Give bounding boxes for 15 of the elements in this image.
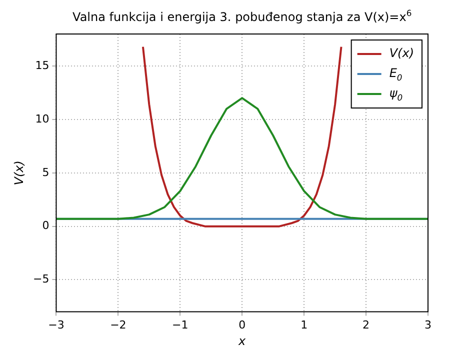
x-tick-label: −3 [48,318,64,332]
y-tick-label: 10 [35,112,50,126]
y-axis-title: V(x) [12,160,26,186]
x-tick-label: −2 [110,318,126,332]
y-tick-label: 5 [42,166,50,179]
legend-label: V(x) [389,46,414,60]
x-tick-label: 3 [424,318,432,332]
x-tick-label: 1 [300,318,308,332]
x-axis-title: x [238,334,247,348]
y-tick-label: 15 [35,58,50,72]
x-tick-label: −1 [172,318,188,332]
x-tick-label: 2 [362,318,370,332]
y-tick-label: 0 [42,219,50,232]
x-tick-label: 0 [238,318,246,332]
y-tick-label: −5 [32,272,50,286]
